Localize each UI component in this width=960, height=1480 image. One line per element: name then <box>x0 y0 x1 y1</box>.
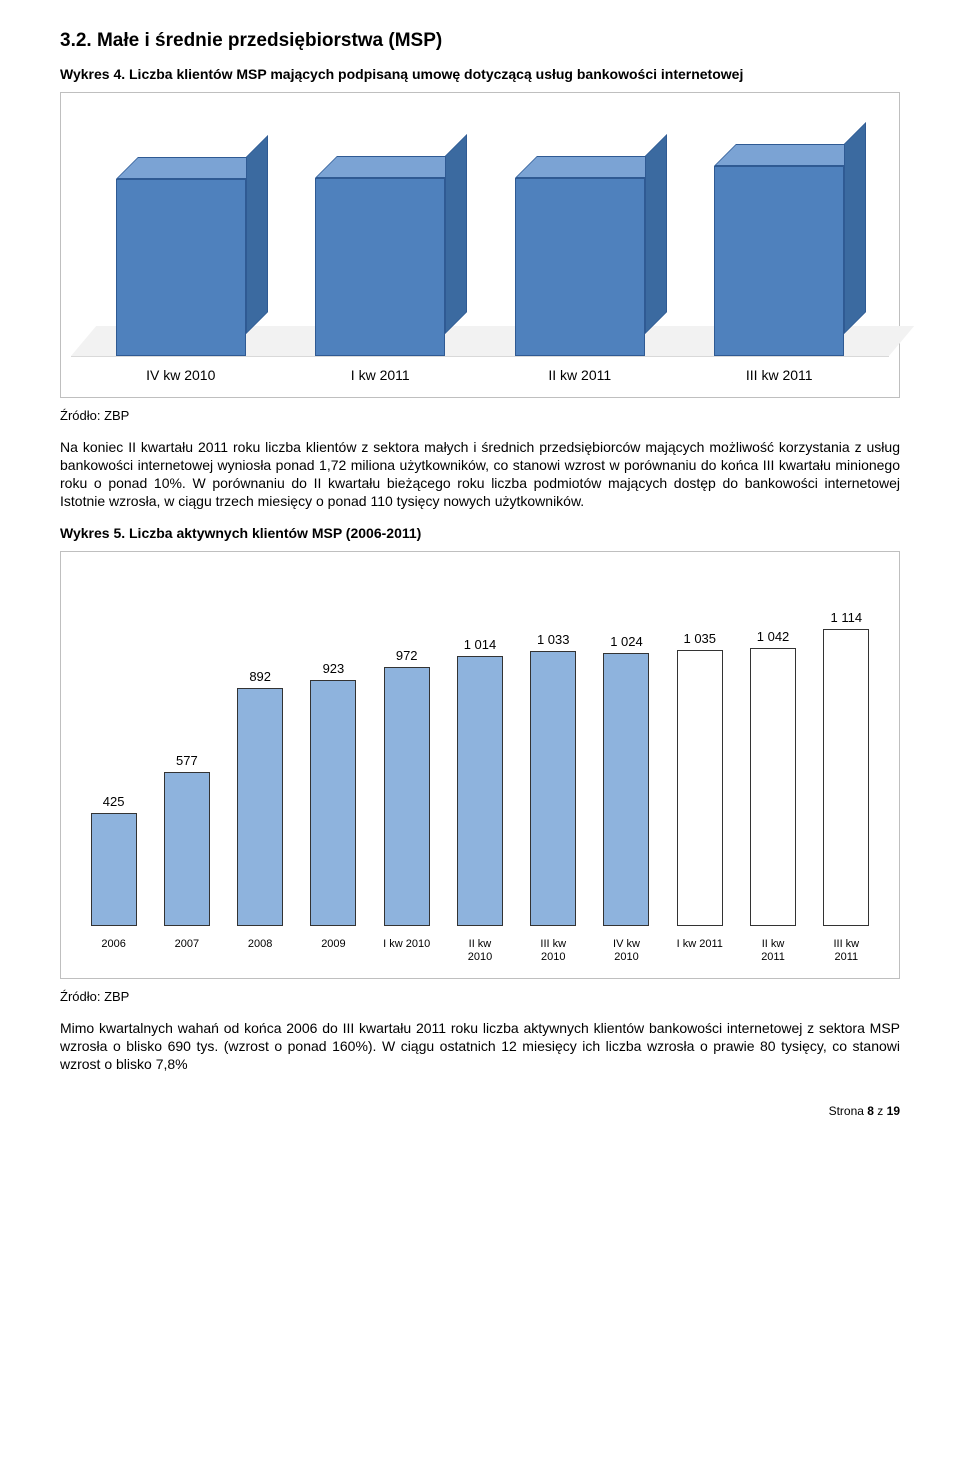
bar3d-item: 1,61 mln <box>315 156 445 356</box>
axis-category: II kw 2010 <box>443 938 516 964</box>
axis-category: I kw 2010 <box>370 938 443 964</box>
flatbar-item: 1 114 <box>810 610 883 926</box>
axis-category: 2009 <box>297 938 370 964</box>
footer-sep: z <box>877 1104 883 1118</box>
flatbar-item: 1 024 <box>590 634 663 926</box>
flatbar-value-label: 923 <box>323 661 345 676</box>
figure4-chart: 1,60 mln 1,61 mln 1,61 mln 1,72 mln IV kw 2… <box>60 92 900 398</box>
axis-category: 2006 <box>77 938 150 964</box>
axis-category: IV kw 2010 <box>590 938 663 964</box>
paragraph-2: Mimo kwartalnych wahań od końca 2006 do … <box>60 1020 900 1074</box>
figure5-chart: 425 577 892 923 972 1 014 1 033 1 024 1 035 1 042… <box>60 551 900 979</box>
flatbar-value-label: 1 024 <box>610 634 643 649</box>
flatbar-item: 972 <box>370 648 443 926</box>
flatbar-value-label: 1 033 <box>537 632 570 647</box>
axis-category: 2007 <box>150 938 223 964</box>
flatbar-value-label: 1 014 <box>464 637 497 652</box>
axis-category: I kw 2011 <box>281 367 481 383</box>
flatbar-item: 1 014 <box>443 637 516 926</box>
flatbar-item: 1 042 <box>736 629 809 926</box>
figure4-source: Źródło: ZBP <box>60 408 900 423</box>
flatbar-value-label: 972 <box>396 648 418 663</box>
figure4-caption: Wykres 4. Liczba klientów MSP mających p… <box>60 66 900 82</box>
footer-label: Strona <box>829 1104 864 1118</box>
axis-category: II kw 2011 <box>736 938 809 964</box>
bar3d-item: 1,60 mln <box>116 157 246 356</box>
figure4-axis: IV kw 2010I kw 2011II kw 2011III kw 2011 <box>71 357 889 387</box>
axis-category: I kw 2011 <box>663 938 736 964</box>
flatbar-value-label: 425 <box>103 794 125 809</box>
axis-category: III kw 2011 <box>810 938 883 964</box>
flatbar-value-label: 1 035 <box>683 631 716 646</box>
flatbar-value-label: 577 <box>176 753 198 768</box>
flatbar-value-label: 1 114 <box>831 610 863 625</box>
flatbar-value-label: 1 042 <box>757 629 790 644</box>
flatbar-item: 577 <box>150 753 223 926</box>
flatbar-item: 1 033 <box>517 632 590 926</box>
footer-total: 19 <box>887 1104 900 1118</box>
figure5-axis: 2006200720082009I kw 2010II kw 2010III k… <box>71 926 889 968</box>
paragraph-1: Na koniec II kwartału 2011 roku liczba k… <box>60 439 900 511</box>
footer-page: 8 <box>867 1104 874 1118</box>
figure5-source: Źródło: ZBP <box>60 989 900 1004</box>
flatbar-item: 1 035 <box>663 631 736 926</box>
flatbar-item: 425 <box>77 794 150 926</box>
bar3d-item: 1,72 mln <box>714 144 844 356</box>
axis-category: IV kw 2010 <box>81 367 281 383</box>
bar3d-item: 1,61 mln <box>515 156 645 356</box>
axis-category: III kw 2010 <box>517 938 590 964</box>
flatbar-item: 923 <box>297 661 370 926</box>
axis-category: II kw 2011 <box>480 367 680 383</box>
axis-category: III kw 2011 <box>680 367 880 383</box>
axis-category: 2008 <box>224 938 297 964</box>
flatbar-item: 892 <box>224 669 297 926</box>
flatbar-value-label: 892 <box>249 669 271 684</box>
page-footer: Strona 8 z 19 <box>60 1104 900 1118</box>
figure5-caption: Wykres 5. Liczba aktywnych klientów MSP … <box>60 525 900 541</box>
section-heading: 3.2. Małe i średnie przedsiębiorstwa (MS… <box>60 30 900 52</box>
